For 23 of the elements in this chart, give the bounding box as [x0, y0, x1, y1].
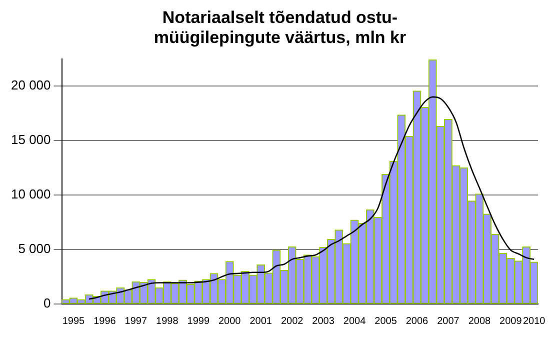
x-tick-label: 1997	[124, 316, 148, 327]
chart-title: Notariaalselt tõendatud ostu-müügilepingute väärtus, mln kr	[152, 8, 408, 48]
x-tick-label: 2001	[250, 316, 272, 327]
y-tick-label: 15 000	[10, 132, 51, 148]
x-tick-label: 2008	[468, 316, 492, 327]
y-tick-label: 10 000	[10, 186, 51, 202]
x-tick-label: 2002	[280, 316, 304, 327]
x-tick-label: 2003	[312, 316, 335, 327]
x-tick-label: 2007	[437, 316, 460, 327]
x-tick-label: 2000	[218, 316, 242, 327]
x-tick-label: 2006	[406, 316, 429, 327]
x-tick-label: 2005	[374, 316, 398, 327]
x-tick-label: 2009	[500, 316, 522, 327]
x-tick-label: 2004	[343, 316, 366, 327]
x-tick-label: 1999	[187, 316, 210, 327]
y-tick-label: 20 000	[10, 78, 51, 93]
x-tick-label: 2010	[522, 316, 546, 327]
line-series	[88, 96, 535, 300]
x-tick-label: 1998	[156, 316, 179, 327]
x-tick-label: 1996	[94, 316, 116, 327]
y-tick-label: 0	[44, 296, 51, 311]
y-tick-label: 5 000	[18, 241, 51, 256]
x-tick-label: 1995	[62, 316, 86, 327]
